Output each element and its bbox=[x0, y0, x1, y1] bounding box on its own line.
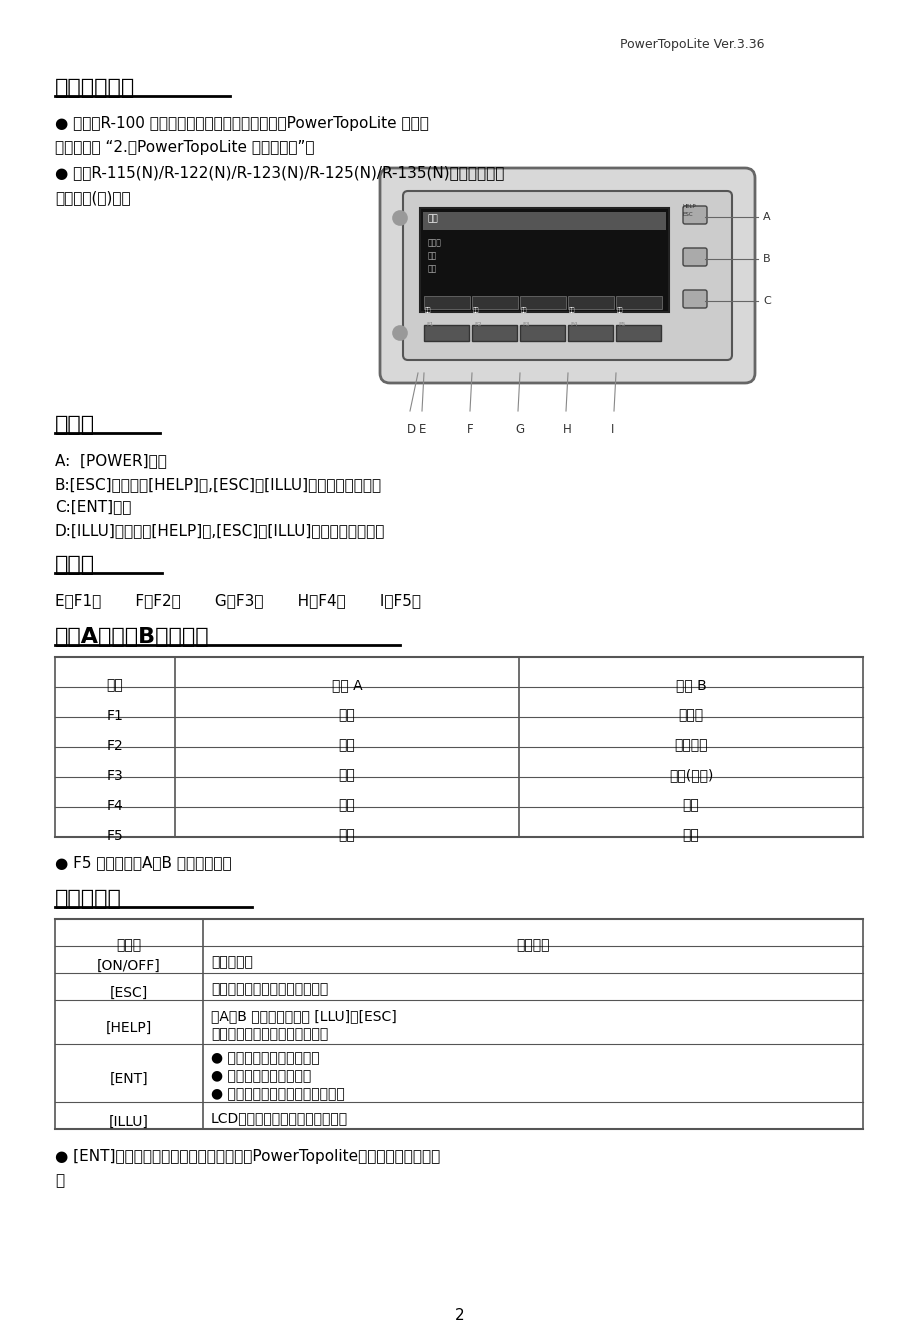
Text: 角度设定: 角度设定 bbox=[674, 738, 707, 753]
Text: [ILLU]: [ILLU] bbox=[109, 1115, 149, 1128]
Text: [ESC]: [ESC] bbox=[109, 986, 148, 1000]
FancyBboxPatch shape bbox=[682, 247, 706, 266]
Text: 2: 2 bbox=[455, 1307, 464, 1323]
Text: F1: F1 bbox=[425, 322, 433, 327]
Text: 模式A和模式B接合显示: 模式A和模式B接合显示 bbox=[55, 626, 210, 646]
Text: 功能: 功能 bbox=[107, 678, 123, 693]
Text: D:[ILLU]键；对于[HELP]键,[ESC]和[ILLU]键可以同时操作。: D:[ILLU]键；对于[HELP]键,[ESC]和[ILLU]键可以同时操作。 bbox=[55, 523, 385, 539]
Bar bbox=[424, 297, 470, 309]
Text: ● 下图是R-100 系列的基本显示屏和键盘的描述，PowerTopoLite 软件功: ● 下图是R-100 系列的基本显示屏和键盘的描述，PowerTopoLite … bbox=[55, 116, 428, 130]
Text: F: F bbox=[467, 423, 473, 436]
Bar bbox=[424, 325, 469, 340]
Text: ● [ENT]键不仅可接受选择值而且可以打开PowerTopolite软件的输入坐标值屏: ● [ENT]键不仅可接受选择值而且可以打开PowerTopolite软件的输入… bbox=[55, 1149, 440, 1164]
Text: [ENT]: [ENT] bbox=[109, 1072, 148, 1087]
FancyBboxPatch shape bbox=[682, 290, 706, 309]
Circle shape bbox=[392, 326, 406, 340]
Text: E：F1键       F：F2键       G：F3键       H：F4键       I：F5键: E：F1键 F：F2键 G：F3键 H：F4键 I：F5键 bbox=[55, 593, 421, 608]
Bar bbox=[567, 297, 613, 309]
Text: C:[ENT]键。: C:[ENT]键。 bbox=[55, 499, 131, 513]
Text: F4: F4 bbox=[570, 322, 577, 327]
Text: 专机能: 专机能 bbox=[677, 709, 703, 722]
Text: E: E bbox=[418, 423, 425, 436]
Text: 显示屏和键盘: 显示屏和键盘 bbox=[55, 78, 135, 98]
Text: I: I bbox=[610, 423, 614, 436]
Text: B:[ESC]键；对于[HELP]键,[ESC]和[ILLU]键可以同时按下。: B:[ESC]键；对于[HELP]键,[ESC]和[ILLU]键可以同时按下。 bbox=[55, 477, 381, 492]
Text: ● 将放样点显示转换到图形表示。: ● 将放样点显示转换到图形表示。 bbox=[210, 1087, 345, 1101]
Text: 模式 B: 模式 B bbox=[675, 678, 706, 693]
Text: 功能键: 功能键 bbox=[55, 555, 95, 575]
Text: 模式: 模式 bbox=[682, 829, 698, 843]
Text: 测量: 测量 bbox=[425, 307, 431, 313]
Text: 模式: 模式 bbox=[617, 307, 623, 313]
Text: F4: F4 bbox=[107, 798, 123, 813]
Text: HELP: HELP bbox=[682, 203, 696, 209]
Text: ● 关于R-115(N)/R-122(N)/R-123(N)/R-125(N)/R-135(N)的免棱镜型号: ● 关于R-115(N)/R-122(N)/R-123(N)/R-125(N)/… bbox=[55, 165, 504, 180]
Text: ● 接受选择值或屏幕显示值: ● 接受选择值或屏幕显示值 bbox=[210, 1051, 319, 1065]
Text: 能键描述见 “2.　PowerTopoLite 软件的访问”。: 能键描述见 “2. PowerTopoLite 软件的访问”。 bbox=[55, 140, 314, 156]
Text: F3: F3 bbox=[107, 769, 123, 782]
Bar bbox=[423, 211, 665, 230]
Text: 置零: 置零 bbox=[338, 769, 355, 782]
Text: ● F5 键可以实现A、B 模式的切换。: ● F5 键可以实现A、B 模式的切换。 bbox=[55, 855, 232, 870]
Text: 锁定(保持): 锁定(保持) bbox=[668, 769, 712, 782]
Bar bbox=[420, 207, 668, 313]
Bar bbox=[616, 297, 662, 309]
Bar bbox=[616, 325, 660, 340]
Text: 的描述在(　)内。: 的描述在( )内。 bbox=[55, 190, 130, 205]
Text: [ON/OFF]: [ON/OFF] bbox=[97, 959, 161, 972]
Text: D: D bbox=[406, 423, 415, 436]
Text: 置零: 置零 bbox=[520, 307, 527, 313]
Text: 模式 A: 模式 A bbox=[332, 678, 362, 693]
Text: 键出现帮助菜单显示帮助信息。: 键出现帮助菜单显示帮助信息。 bbox=[210, 1027, 328, 1041]
Text: ESC: ESC bbox=[682, 211, 693, 217]
Text: 模式: 模式 bbox=[338, 829, 355, 843]
Text: 坐标: 坐标 bbox=[568, 307, 575, 313]
Text: 描　　述: 描 述 bbox=[516, 939, 550, 952]
Text: A:  [POWER]键。: A: [POWER]键。 bbox=[55, 454, 166, 468]
Text: 显示: 显示 bbox=[338, 798, 355, 813]
Text: G: G bbox=[515, 423, 524, 436]
Text: 显　示: 显 示 bbox=[117, 939, 142, 952]
Bar bbox=[567, 325, 612, 340]
Text: 电源开关键: 电源开关键 bbox=[210, 955, 253, 970]
Text: LCD照明及望远镜十字丝照明开关: LCD照明及望远镜十字丝照明开关 bbox=[210, 1112, 347, 1125]
Text: 操作键描述: 操作键描述 bbox=[55, 888, 121, 908]
Text: 操作键: 操作键 bbox=[55, 415, 95, 435]
Text: 模式: 模式 bbox=[427, 214, 438, 223]
Text: 平距: 平距 bbox=[427, 251, 437, 259]
Text: 改正: 改正 bbox=[682, 798, 698, 813]
Text: F3: F3 bbox=[521, 322, 529, 327]
Text: 回退到上一屏或取消某一步操作: 回退到上一屏或取消某一步操作 bbox=[210, 983, 328, 996]
Bar bbox=[471, 297, 517, 309]
Text: F5: F5 bbox=[107, 829, 123, 843]
Text: F1: F1 bbox=[107, 709, 123, 722]
Text: 记录: 记录 bbox=[472, 307, 479, 313]
Text: 幕: 幕 bbox=[55, 1173, 64, 1188]
FancyBboxPatch shape bbox=[403, 192, 732, 360]
Text: 测量: 测量 bbox=[338, 709, 355, 722]
Text: F5: F5 bbox=[618, 322, 625, 327]
Text: PowerTopoLite Ver.3.36: PowerTopoLite Ver.3.36 bbox=[619, 39, 764, 51]
Text: 目标: 目标 bbox=[338, 738, 355, 753]
Bar bbox=[471, 325, 516, 340]
Bar bbox=[519, 297, 565, 309]
Circle shape bbox=[392, 211, 406, 225]
Bar bbox=[519, 325, 564, 340]
FancyBboxPatch shape bbox=[380, 168, 754, 383]
Text: B: B bbox=[762, 254, 770, 263]
Text: 面距: 面距 bbox=[427, 263, 437, 273]
FancyBboxPatch shape bbox=[682, 206, 706, 223]
Text: F2: F2 bbox=[107, 738, 123, 753]
Text: F2: F2 bbox=[473, 322, 482, 327]
Text: 在A、B 任模式内同时按 [LLU]＋[ESC]: 在A、B 任模式内同时按 [LLU]＋[ESC] bbox=[210, 1009, 396, 1023]
Text: 水平角: 水平角 bbox=[427, 238, 441, 247]
Text: C: C bbox=[762, 297, 770, 306]
Text: ● 打开输入屏或坐标值等: ● 打开输入屏或坐标值等 bbox=[210, 1069, 311, 1083]
Text: [HELP]: [HELP] bbox=[106, 1021, 152, 1035]
Text: A: A bbox=[762, 211, 770, 222]
Text: H: H bbox=[562, 423, 571, 436]
